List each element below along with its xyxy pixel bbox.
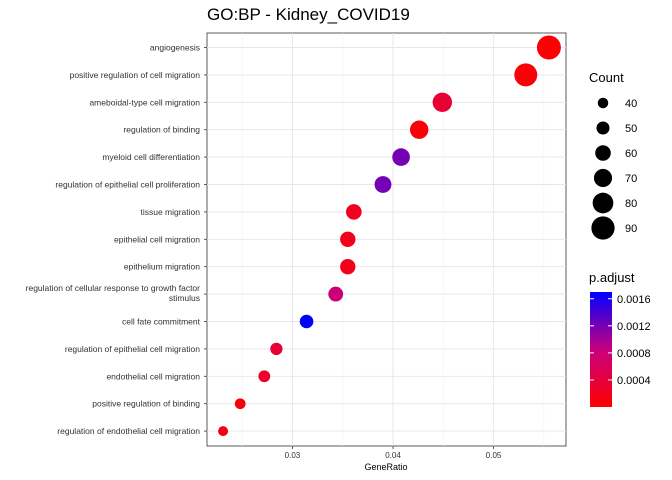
data-point	[340, 231, 356, 247]
category-label: epithelial cell migration	[114, 234, 200, 244]
colorbar-tick-label: 0.0016	[617, 294, 651, 306]
category-label: ameboidal-type cell migration	[89, 97, 200, 107]
data-point	[340, 259, 356, 275]
category-label: regulation of cellular response to growt…	[26, 283, 201, 293]
x-tick-label: 0.05	[486, 451, 502, 460]
count-legend-title: Count	[589, 70, 624, 85]
count-legend-label: 80	[625, 198, 637, 210]
category-label: positive regulation of cell migration	[70, 70, 201, 80]
data-point	[536, 35, 561, 60]
data-point	[328, 286, 344, 302]
category-label: regulation of endothelial cell migration	[57, 426, 200, 436]
data-point	[218, 426, 229, 437]
data-point	[234, 398, 246, 410]
count-legend-dot	[591, 216, 615, 240]
data-point	[258, 370, 271, 383]
category-label-cont: stimulus	[169, 293, 200, 303]
count-legend-dot	[596, 121, 610, 135]
x-axis-label: GeneRatio	[364, 462, 407, 472]
count-legend-dot	[592, 192, 614, 214]
category-label: endothelial cell migration	[106, 371, 200, 381]
data-point	[409, 120, 429, 139]
x-tick-label: 0.03	[285, 451, 301, 460]
colorbar-tick-label: 0.0012	[617, 321, 651, 333]
count-legend-label: 50	[625, 123, 637, 135]
p-adjust-legend-title: p.adjust	[589, 270, 635, 285]
category-label: regulation of epithelial cell migration	[65, 344, 200, 354]
category-label: cell fate commitment	[122, 317, 201, 327]
data-point	[346, 204, 362, 220]
p-adjust-colorbar	[590, 292, 612, 407]
data-point	[374, 176, 392, 193]
count-legend-label: 70	[625, 173, 637, 185]
category-label: angiogenesis	[150, 43, 200, 53]
count-legend-dot	[595, 145, 611, 161]
chart-title: GO:BP - Kidney_COVID19	[207, 5, 410, 24]
count-legend-dot	[593, 168, 613, 188]
count-legend: Count 40 50 60 70 80 90	[589, 70, 637, 240]
category-label: regulation of binding	[123, 125, 200, 135]
count-legend-label: 40	[625, 98, 637, 110]
data-point	[299, 314, 314, 329]
x-axis: 0.03 0.04 0.05	[285, 446, 502, 460]
category-labels: angiogenesis positive regulation of cell …	[26, 43, 207, 436]
plot-panel	[206, 32, 567, 447]
category-label: tissue migration	[140, 207, 200, 217]
count-legend-label: 90	[625, 223, 637, 235]
data-point	[432, 92, 453, 113]
data-point	[270, 342, 283, 356]
data-point	[514, 63, 538, 87]
category-label: epithelium migration	[124, 262, 200, 272]
p-adjust-legend: p.adjust 0.0004 0.0008 0.0012 0.0016	[589, 270, 651, 407]
count-legend-label: 60	[625, 148, 637, 160]
category-label: regulation of epithelial cell proliferat…	[55, 180, 200, 190]
x-tick-label: 0.04	[385, 451, 401, 460]
data-point	[392, 148, 410, 166]
colorbar-tick-label: 0.0008	[617, 348, 651, 360]
count-legend-dot	[597, 97, 609, 109]
category-label: myeloid cell differentiation	[102, 152, 200, 162]
category-label: positive regulation of binding	[92, 399, 200, 409]
colorbar-tick-label: 0.0004	[617, 375, 651, 387]
